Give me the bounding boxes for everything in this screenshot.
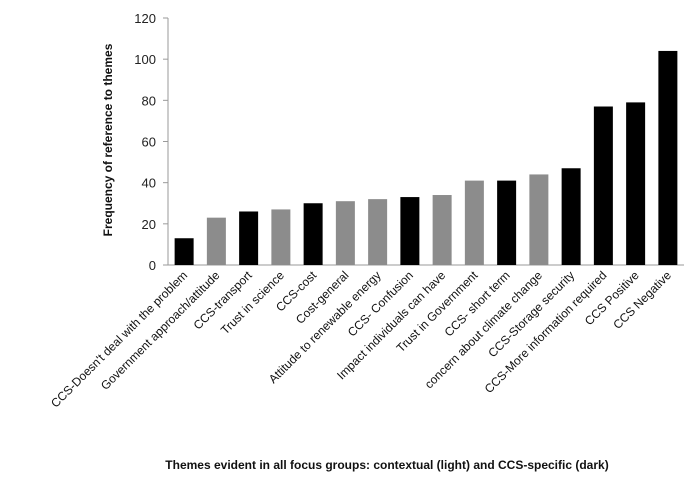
y-tick-label: 80 bbox=[142, 93, 156, 108]
bar bbox=[464, 180, 484, 265]
bars-group bbox=[174, 50, 678, 266]
bar bbox=[529, 174, 549, 265]
bar bbox=[593, 106, 613, 265]
x-axis-title: Themes evident in all focus groups: cont… bbox=[165, 458, 608, 472]
bar bbox=[400, 197, 420, 265]
y-axis-title: Frequency of reference to themes bbox=[101, 43, 115, 236]
y-axis-ticks: 0 20 40 60 80 100 120 bbox=[134, 11, 168, 273]
bar bbox=[303, 203, 323, 265]
bar bbox=[368, 199, 388, 265]
bar bbox=[626, 102, 646, 266]
y-tick-label: 120 bbox=[134, 11, 156, 26]
bar bbox=[497, 180, 517, 265]
y-tick-label: 0 bbox=[149, 258, 156, 273]
bar bbox=[271, 209, 291, 265]
x-category-label: CCS-Doesn't deal with the problem bbox=[48, 268, 190, 410]
bar bbox=[206, 217, 226, 265]
x-category-label: Government approach/attitude bbox=[98, 268, 223, 393]
bar bbox=[335, 201, 355, 265]
category-labels: CCS-Doesn't deal with the problemGovernm… bbox=[48, 268, 674, 411]
bar bbox=[432, 195, 452, 265]
bar bbox=[239, 211, 259, 265]
bar bbox=[561, 168, 581, 265]
y-tick-label: 20 bbox=[142, 217, 156, 232]
bar bbox=[658, 50, 678, 265]
bar bbox=[174, 238, 194, 265]
y-tick-label: 40 bbox=[142, 176, 156, 191]
y-tick-label: 60 bbox=[142, 135, 156, 150]
y-tick-label: 100 bbox=[134, 52, 156, 67]
